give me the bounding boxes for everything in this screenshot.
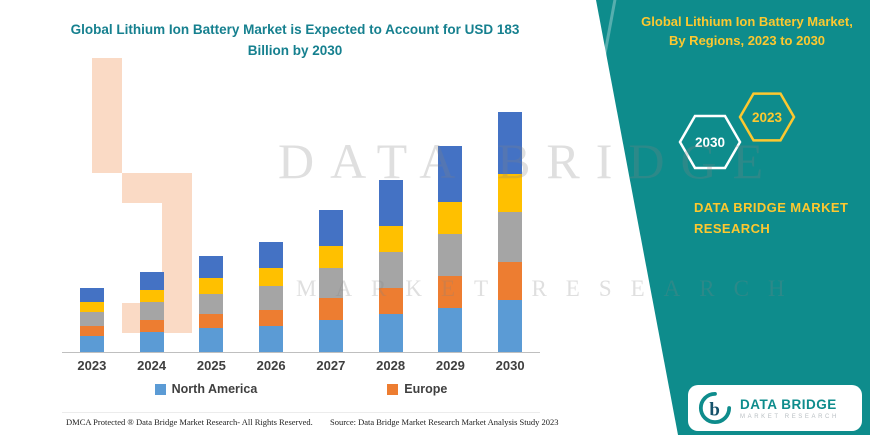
bar-2029: [421, 146, 481, 352]
x-label-2024: 2024: [137, 358, 167, 373]
segment-unlabeled-yellow-region: [378, 226, 403, 252]
x-label-2026: 2026: [256, 358, 286, 373]
segment-europe: [139, 320, 164, 332]
segment-unlabeled-dark-blue-region: [498, 112, 523, 174]
segment-unlabeled-yellow-region: [259, 268, 284, 286]
bar-groups: [62, 100, 540, 353]
segment-europe: [438, 276, 463, 308]
segment-unlabeled-gray-region: [438, 234, 463, 276]
bar-2026: [241, 242, 301, 352]
bar-2027: [301, 210, 361, 352]
segment-unlabeled-yellow-region: [199, 278, 224, 294]
hexagon-2023: [738, 92, 796, 142]
segment-europe: [498, 262, 523, 300]
segment-north-america: [139, 332, 164, 352]
segment-unlabeled-yellow-region: [438, 202, 463, 234]
segment-unlabeled-dark-blue-region: [378, 180, 403, 226]
segment-europe: [259, 310, 284, 326]
segment-unlabeled-gray-region: [318, 268, 343, 298]
data-bridge-swirl-icon: b: [698, 391, 732, 425]
hexagon-2023-label: 2023: [752, 110, 783, 125]
hexagon-2030-label: 2030: [695, 135, 725, 150]
segment-north-america: [199, 328, 224, 352]
bar-2025: [182, 256, 242, 352]
segment-unlabeled-yellow-region: [318, 246, 343, 268]
hexagon-2030: [678, 114, 742, 170]
segment-north-america: [259, 326, 284, 352]
brand-logo-card: b DATA BRIDGE MARKET RESEARCH: [688, 385, 862, 431]
segment-europe: [199, 314, 224, 328]
bar-2028: [361, 180, 421, 352]
segment-unlabeled-gray-region: [79, 312, 104, 326]
legend-label: Europe: [404, 382, 448, 396]
chart-legend: North America Europe: [62, 382, 540, 396]
brand-name: DATA BRIDGE: [740, 396, 837, 412]
segment-unlabeled-gray-region: [139, 302, 164, 320]
segment-north-america: [318, 320, 343, 352]
segment-unlabeled-yellow-region: [498, 174, 523, 212]
bar-2024: [122, 272, 182, 352]
legend-item-north-america: North America: [154, 382, 258, 396]
segment-north-america: [378, 314, 403, 352]
x-label-2029: 2029: [435, 358, 465, 373]
segment-unlabeled-dark-blue-region: [139, 272, 164, 290]
segment-unlabeled-dark-blue-region: [79, 288, 104, 302]
x-label-2027: 2027: [316, 358, 346, 373]
footer-divider: [62, 412, 540, 413]
year-hexagons: 2030 2023: [678, 92, 796, 170]
svg-text:b: b: [709, 400, 720, 421]
legend-swatch: [387, 383, 399, 395]
segment-europe: [79, 326, 104, 336]
bar-2023: [62, 288, 122, 352]
segment-europe: [318, 298, 343, 320]
x-label-2025: 2025: [196, 358, 226, 373]
x-label-2023: 2023: [77, 358, 107, 373]
x-labels: 2023 2024 2025 2026 2027 2028 2029 2030: [62, 353, 540, 373]
segment-unlabeled-gray-region: [498, 212, 523, 262]
segment-unlabeled-dark-blue-region: [199, 256, 224, 278]
segment-unlabeled-gray-region: [378, 252, 403, 288]
page-title: Global Lithium Ion Battery Market is Exp…: [70, 22, 520, 58]
brand-subtitle: MARKET RESEARCH: [740, 413, 839, 420]
segment-unlabeled-yellow-region: [139, 290, 164, 302]
segment-unlabeled-dark-blue-region: [259, 242, 284, 268]
brand-text-block: DATA BRIDGE MARKET RESEARCH: [740, 397, 839, 420]
x-label-2030: 2030: [495, 358, 525, 373]
legend-item-europe: Europe: [387, 382, 447, 396]
segment-unlabeled-gray-region: [259, 286, 284, 310]
bar-2030: [480, 112, 540, 352]
segment-unlabeled-dark-blue-region: [318, 210, 343, 246]
decorative-b-logo: [92, 58, 192, 333]
segment-unlabeled-dark-blue-region: [438, 146, 463, 202]
footer-source-text: Source: Data Bridge Market Research Mark…: [330, 417, 559, 427]
side-panel-brand-text: DATA BRIDGE MARKET RESEARCH: [694, 200, 849, 236]
segment-north-america: [79, 336, 104, 352]
segment-north-america: [498, 300, 523, 352]
stacked-bar-chart: 2023 2024 2025 2026 2027 2028 2029 2030 North A…: [62, 100, 540, 396]
footer-dmca-text: DMCA Protected ® Data Bridge Market Rese…: [66, 417, 313, 427]
legend-label: North America: [171, 382, 258, 396]
x-label-2028: 2028: [376, 358, 406, 373]
side-panel-title: Global Lithium Ion Battery Market, By Re…: [641, 14, 853, 48]
segment-unlabeled-gray-region: [199, 294, 224, 314]
segment-europe: [378, 288, 403, 314]
legend-swatch: [154, 383, 166, 395]
segment-north-america: [438, 308, 463, 352]
segment-unlabeled-yellow-region: [79, 302, 104, 312]
